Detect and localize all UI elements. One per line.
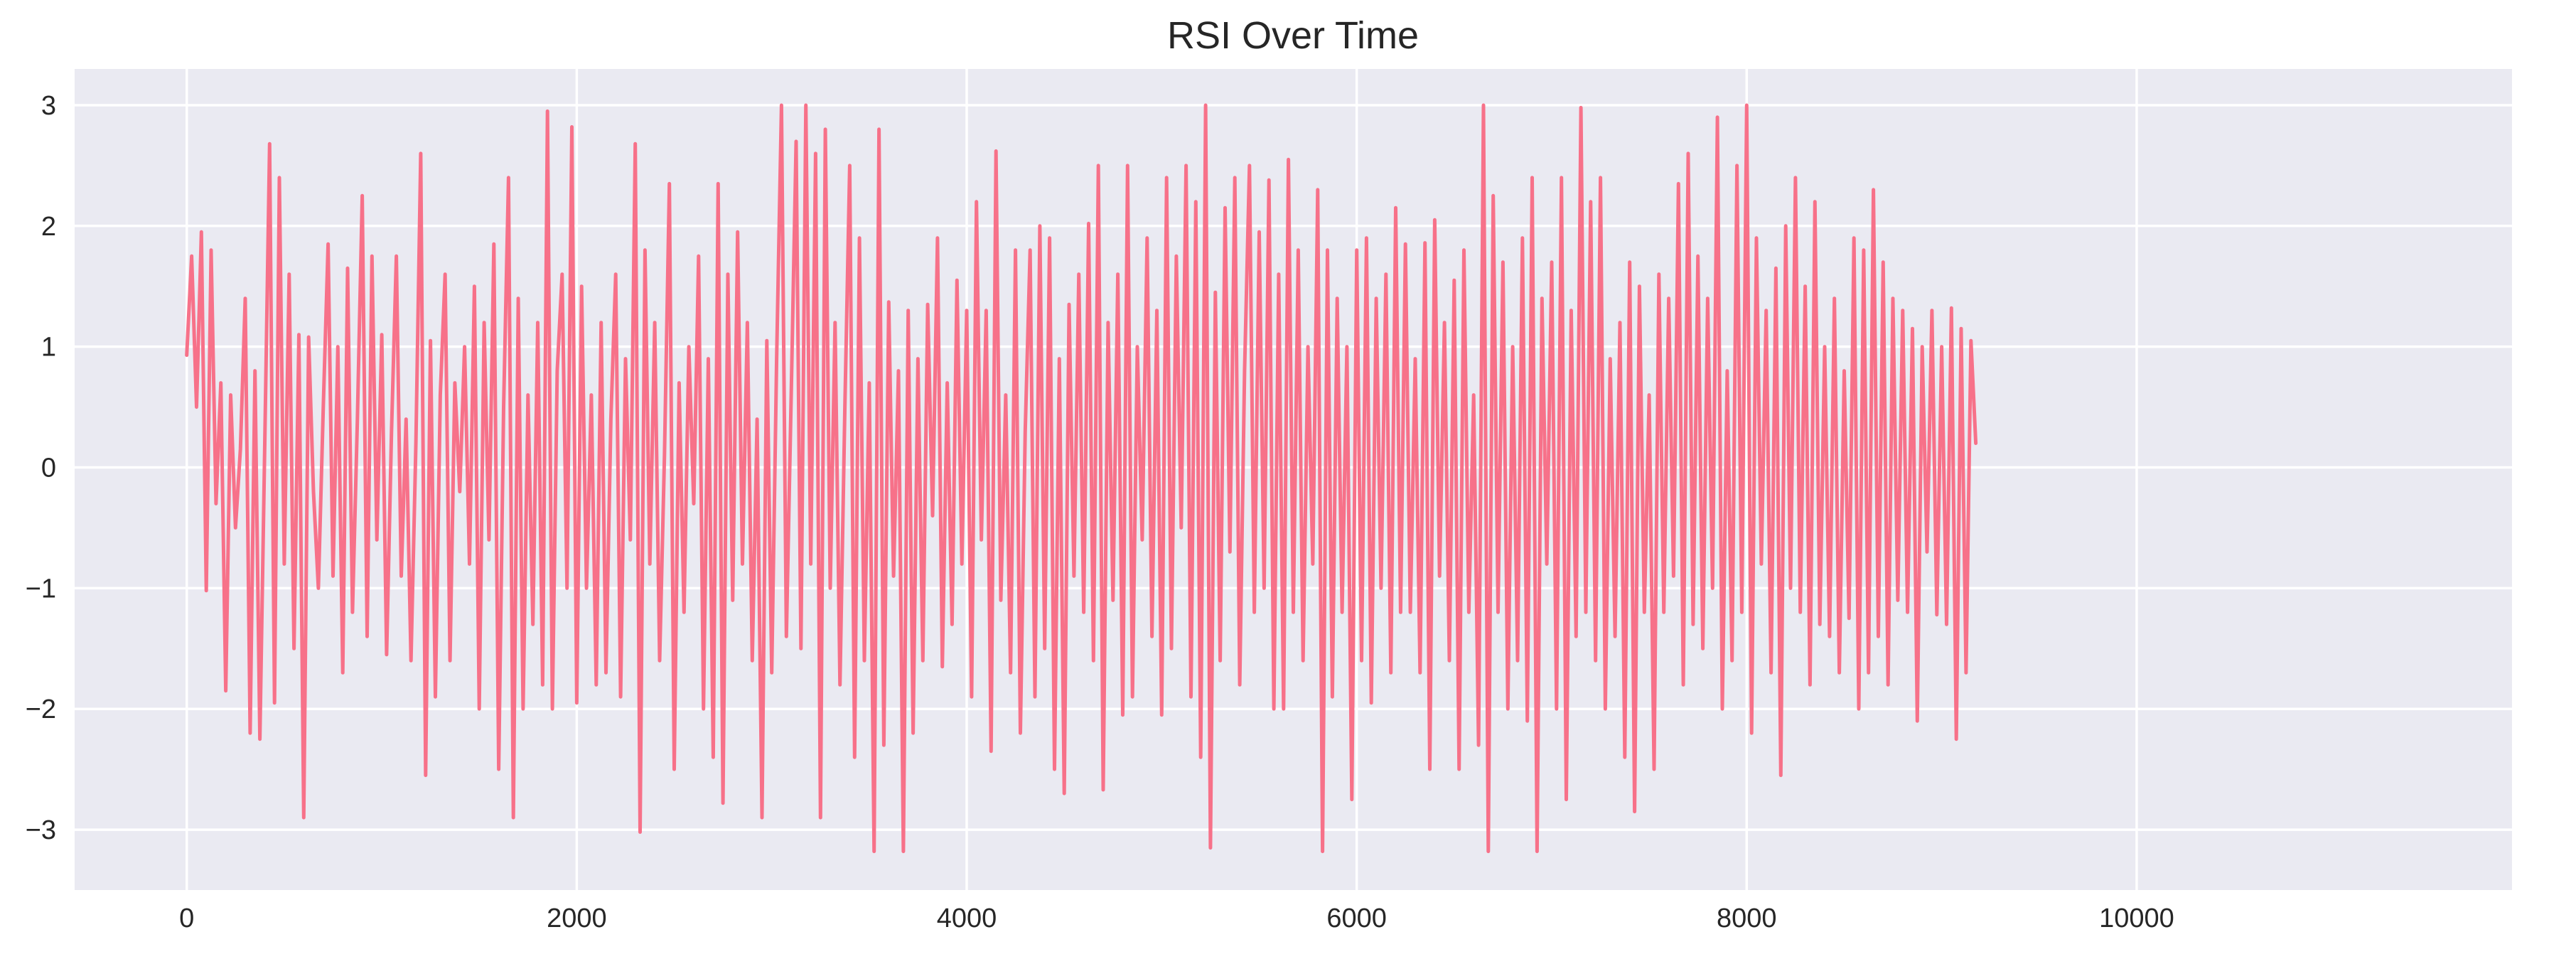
x-tick-label: 2000 [547,904,607,933]
chart-title: RSI Over Time [1167,14,1419,57]
x-tick-label: 0 [179,904,194,933]
x-tick-label: 4000 [937,904,997,933]
x-tick-label: 6000 [1326,904,1387,933]
rsi-series-line [185,103,1978,854]
y-tick-label: −1 [26,574,56,604]
y-tick-label: −3 [26,815,56,845]
y-tick-label: 2 [41,212,56,242]
x-tick-label: 8000 [1717,904,1777,933]
series-layer [185,103,1978,854]
y-axis-ticks: 3 2 1 0 −1 −2 −3 [26,91,56,845]
y-tick-label: −2 [26,695,56,724]
y-tick-label: 1 [41,333,56,363]
y-tick-label: 0 [41,454,56,483]
x-axis-ticks: 0 2000 4000 6000 8000 10000 [179,904,2174,933]
x-tick-label: 10000 [2099,904,2174,933]
y-tick-label: 3 [41,91,56,121]
